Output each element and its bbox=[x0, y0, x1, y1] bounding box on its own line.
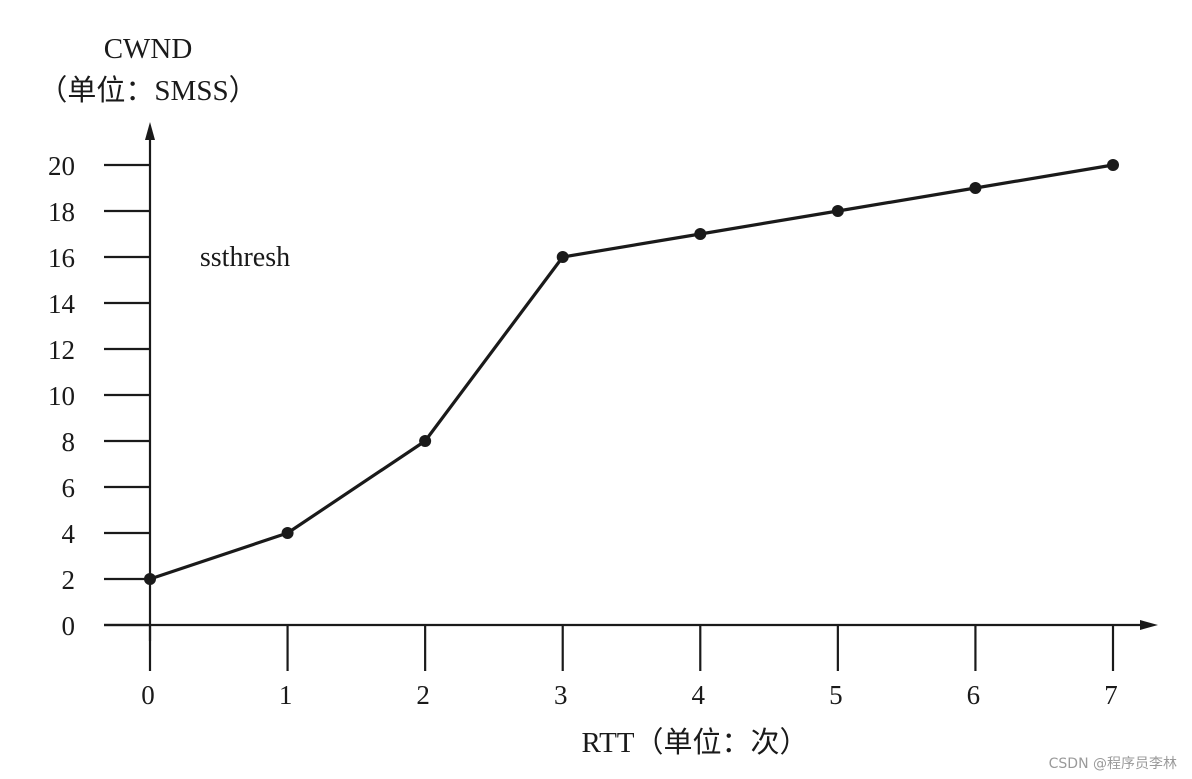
x-axis-arrow bbox=[1140, 620, 1158, 630]
y-tick-label: 14 bbox=[48, 289, 76, 319]
x-tick-label: 4 bbox=[692, 680, 706, 710]
x-tick-label: 3 bbox=[554, 680, 568, 710]
y-axis-arrow bbox=[145, 122, 155, 140]
x-ticks: 0 1 2 3 4 5 6 7 bbox=[141, 625, 1118, 710]
data-point bbox=[419, 435, 432, 447]
data-point bbox=[281, 527, 294, 539]
y-tick-label: 12 bbox=[48, 335, 75, 365]
cwnd-line bbox=[149, 163, 1114, 581]
series-cwnd bbox=[144, 159, 1119, 585]
data-point bbox=[1107, 159, 1119, 171]
y-tick-label: 4 bbox=[62, 519, 76, 549]
y-ticks: 0 2 4 6 8 10 12 14 16 18 20 bbox=[48, 151, 150, 641]
data-point bbox=[969, 182, 982, 194]
x-tick-label: 5 bbox=[829, 680, 843, 710]
axes bbox=[104, 122, 1158, 641]
y-axis-unit: （单位：SMSS） bbox=[38, 74, 257, 107]
y-tick-label: 10 bbox=[48, 381, 75, 411]
y-tick-label: 16 bbox=[48, 243, 75, 273]
y-tick-label: 8 bbox=[62, 427, 76, 457]
watermark: CSDN @程序员李林 bbox=[1049, 756, 1177, 772]
data-point bbox=[556, 251, 569, 263]
x-tick-label: 2 bbox=[416, 680, 430, 710]
y-tick-label: 6 bbox=[62, 473, 76, 503]
ssthresh-label: ssthresh bbox=[200, 242, 290, 273]
x-tick-label: 7 bbox=[1104, 680, 1118, 710]
y-tick-label: 2 bbox=[62, 565, 76, 595]
y-tick-label: 18 bbox=[48, 197, 75, 227]
data-point bbox=[144, 573, 156, 585]
x-tick-label: 0 bbox=[141, 680, 155, 710]
data-point bbox=[694, 228, 707, 240]
y-tick-label: 0 bbox=[62, 611, 76, 641]
y-axis-title: CWND bbox=[104, 33, 193, 65]
x-tick-label: 1 bbox=[279, 680, 293, 710]
data-point bbox=[831, 205, 844, 217]
y-tick-label: 20 bbox=[48, 151, 75, 181]
x-tick-label: 6 bbox=[967, 680, 981, 710]
x-axis-title: RTT（单位：次） bbox=[581, 726, 808, 759]
